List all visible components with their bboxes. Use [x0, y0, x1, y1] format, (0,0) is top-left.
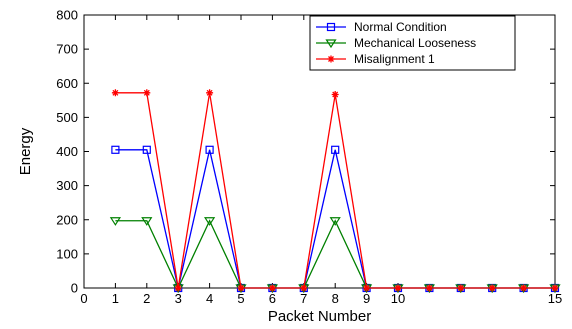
y-tick-label: 200: [56, 212, 78, 227]
x-tick-label: 10: [391, 291, 405, 306]
data-point-misalignment-1: [206, 89, 214, 97]
y-tick-label: 300: [56, 178, 78, 193]
data-point-misalignment-1: [457, 284, 465, 292]
data-point-misalignment-1: [111, 89, 119, 97]
x-tick-label: 6: [269, 291, 276, 306]
series-layer: [109, 89, 561, 294]
data-point-misalignment-1: [488, 284, 496, 292]
data-point-mechanical-looseness: [141, 217, 153, 226]
y-tick-label: 0: [71, 281, 78, 296]
legend-marker-normal-condition: [326, 22, 336, 32]
x-tick-label: 15: [548, 291, 562, 306]
data-point-mechanical-looseness: [204, 217, 216, 226]
x-tick-label: 0: [80, 291, 87, 306]
legend-label-mechanical-looseness: Mechanical Looseness: [354, 36, 476, 50]
data-point-normal-condition: [205, 145, 214, 154]
series-misalignment-1: [111, 89, 559, 292]
y-axis-label: Energy: [17, 127, 34, 175]
data-point-mechanical-looseness: [329, 217, 341, 226]
data-point-misalignment-1: [331, 91, 339, 99]
data-point-mechanical-looseness: [109, 217, 121, 226]
legend-marker-mechanical-looseness: [325, 39, 337, 49]
data-point-misalignment-1: [363, 284, 371, 292]
data-point-misalignment-1: [237, 284, 245, 292]
x-tick-label: 2: [143, 291, 150, 306]
legend: Normal Condition Mechanical Looseness Misa…: [309, 15, 516, 71]
legend-label-normal-condition: Normal Condition: [354, 20, 447, 34]
y-tick-label: 400: [56, 144, 78, 159]
x-tick-label: 5: [237, 291, 244, 306]
data-point-misalignment-1: [174, 284, 182, 292]
legend-marker-misalignment-1: [327, 55, 335, 63]
x-axis-label: Packet Number: [268, 308, 371, 325]
data-point-normal-condition: [142, 145, 151, 154]
y-tick-label: 500: [56, 110, 78, 125]
y-tick-label: 100: [56, 246, 78, 261]
x-tick-label: 1: [112, 291, 119, 306]
y-tick-label: 800: [56, 8, 78, 23]
y-tick-label: 600: [56, 76, 78, 91]
legend-label-misalignment-1: Misalignment 1: [354, 52, 435, 66]
x-tick-label: 7: [300, 291, 307, 306]
data-point-misalignment-1: [520, 284, 528, 292]
x-tick-label: 8: [332, 291, 339, 306]
x-tick-label: 4: [206, 291, 213, 306]
x-tick-label: 9: [363, 291, 370, 306]
data-point-normal-condition: [111, 145, 120, 154]
data-point-normal-condition: [331, 145, 340, 154]
data-point-misalignment-1: [268, 284, 276, 292]
y-tick-label: 700: [56, 42, 78, 57]
data-point-misalignment-1: [394, 284, 402, 292]
data-point-misalignment-1: [425, 284, 433, 292]
data-point-misalignment-1: [551, 284, 559, 292]
data-point-misalignment-1: [143, 89, 151, 97]
x-tick-label: 3: [175, 291, 182, 306]
data-point-misalignment-1: [300, 284, 308, 292]
